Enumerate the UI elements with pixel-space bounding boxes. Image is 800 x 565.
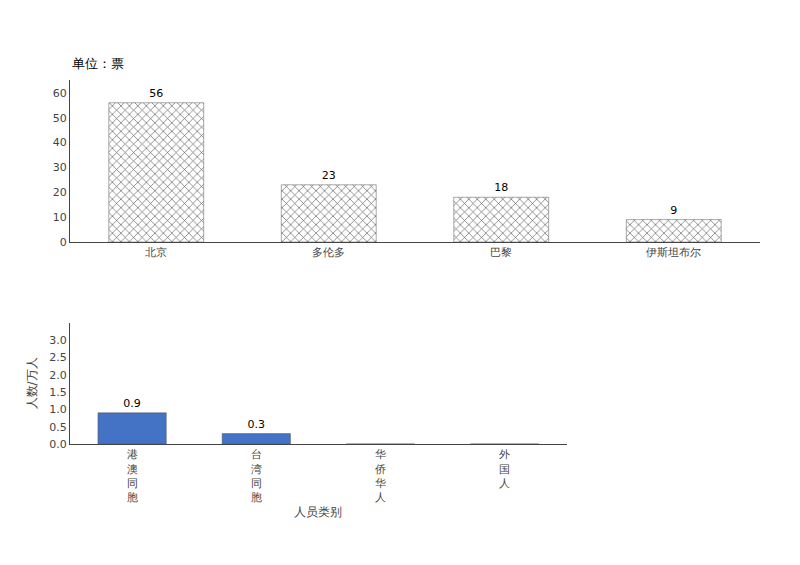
svg-text:港澳同胞: 港澳同胞 (127, 448, 138, 504)
svg-text:北京: 北京 (145, 246, 167, 259)
svg-text:巴黎: 巴黎 (490, 246, 512, 259)
svg-text:台湾同胞: 台湾同胞 (251, 448, 262, 504)
svg-text:多伦多: 多伦多 (312, 246, 345, 259)
svg-text:56: 56 (149, 87, 163, 100)
svg-text:2.0: 2.0 (49, 369, 67, 382)
svg-text:2.5: 2.5 (49, 351, 67, 364)
svg-text:40: 40 (53, 136, 67, 149)
svg-text:0: 0 (60, 236, 67, 249)
svg-text:9: 9 (670, 204, 677, 217)
svg-text:3.0: 3.0 (49, 334, 67, 347)
svg-text:华侨华人: 华侨华人 (375, 448, 386, 504)
svg-text:单位：票: 单位：票 (72, 56, 124, 71)
svg-text:10: 10 (53, 211, 67, 224)
svg-text:0.9: 0.9 (123, 397, 141, 410)
svg-text:18: 18 (494, 181, 508, 194)
svg-text:0.0: 0.0 (49, 438, 67, 451)
svg-text:人数/万人: 人数/万人 (25, 357, 39, 409)
svg-text:1.5: 1.5 (49, 386, 67, 399)
svg-text:0.3: 0.3 (248, 418, 265, 431)
svg-text:20: 20 (53, 186, 67, 199)
svg-text:0.5: 0.5 (49, 421, 67, 434)
svg-text:伊斯坦布尔: 伊斯坦布尔 (646, 246, 701, 259)
svg-text:外国人: 外国人 (499, 448, 510, 490)
svg-text:50: 50 (53, 112, 67, 125)
svg-text:人员类别: 人员类别 (294, 505, 342, 519)
svg-text:30: 30 (53, 161, 67, 174)
svg-text:23: 23 (322, 169, 336, 182)
svg-text:60: 60 (53, 87, 67, 100)
svg-text:1.0: 1.0 (49, 403, 67, 416)
